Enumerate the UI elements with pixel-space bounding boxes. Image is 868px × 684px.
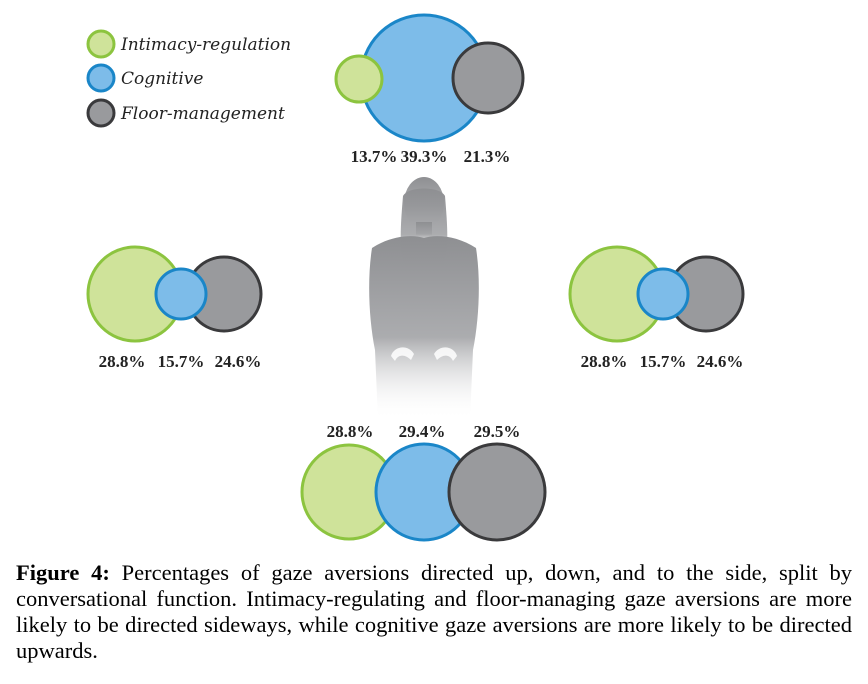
label-right-intimacy-regulation: 28.8%: [581, 352, 628, 371]
legend-label-intimacy-regulation: Intimacy-regulation: [120, 35, 291, 55]
figure-caption: Figure 4: Percentages of gaze aversions …: [16, 560, 852, 664]
legend-item-cognitive: Cognitive: [86, 63, 203, 93]
label-left-intimacy-regulation: 28.8%: [99, 352, 146, 371]
label-right-floor-management: 24.6%: [697, 352, 744, 371]
legend-label-floor-management: Floor-management: [120, 104, 285, 124]
legend-swatch-intimacy-regulation: [86, 29, 116, 59]
bubble-up-floor-management: [451, 41, 525, 115]
legend-item-floor-management: Floor-management: [86, 98, 285, 128]
label-right-cognitive: 15.7%: [640, 352, 687, 371]
hands: [391, 347, 457, 361]
caption-text: Percentages of gaze aversions directed u…: [16, 560, 852, 663]
bubble-left-cognitive: [154, 267, 208, 321]
legend-swatch-floor-management: [86, 98, 116, 128]
label-left-cognitive: 15.7%: [158, 352, 205, 371]
group-right: 28.8% 15.7% 24.6%: [568, 245, 745, 371]
bubble-up-intimacy-regulation: [334, 54, 384, 104]
bubble-right-cognitive: [636, 267, 690, 321]
label-up-cognitive: 39.3%: [401, 147, 448, 166]
group-up: 13.7% 39.3% 21.3%: [334, 13, 525, 166]
legend-swatch-cognitive: [86, 63, 116, 93]
label-up-floor-management: 21.3%: [464, 147, 511, 166]
legend-item-intimacy-regulation: Intimacy-regulation: [86, 29, 291, 59]
label-down-cognitive: 29.4%: [399, 422, 446, 441]
label-down-floor-management: 29.5%: [474, 422, 521, 441]
bubble-down-floor-management: [447, 442, 547, 542]
gaze-aversion-figure: Intimacy-regulation Cognitive Floor-mana…: [86, 13, 745, 542]
label-down-intimacy-regulation: 28.8%: [327, 422, 374, 441]
caption-label: Figure 4:: [16, 560, 110, 585]
legend-label-cognitive: Cognitive: [121, 69, 203, 89]
legend: Intimacy-regulation Cognitive Floor-mana…: [86, 29, 291, 128]
label-left-floor-management: 24.6%: [215, 352, 262, 371]
label-up-intimacy-regulation: 13.7%: [351, 147, 398, 166]
group-down: 28.8% 29.4% 29.5%: [300, 422, 547, 542]
person-silhouette: [369, 177, 479, 420]
group-left: 28.8% 15.7% 24.6%: [86, 245, 263, 371]
